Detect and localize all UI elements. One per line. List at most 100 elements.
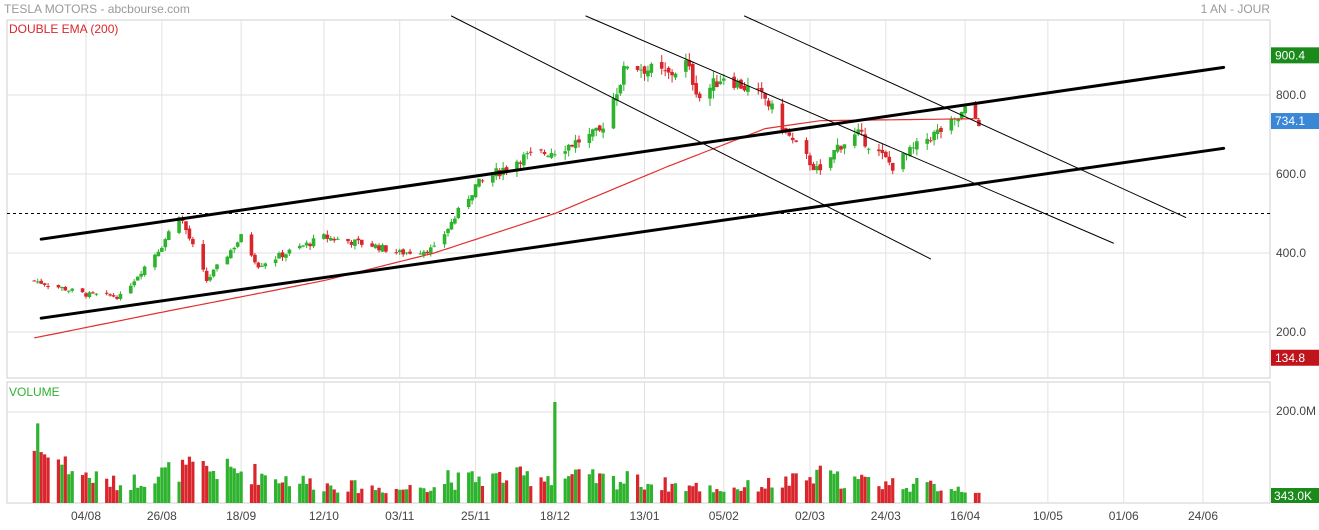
volume-bar [601,473,605,503]
volume-bar [215,478,219,503]
candle-body [84,293,88,297]
candle-body [201,244,206,270]
candle-body [56,285,61,288]
candle-body [432,245,437,247]
volume-bar [473,482,478,503]
candle-body [690,64,695,85]
candle-body [332,238,337,241]
volume-bar [405,489,409,503]
volume-bar [856,479,860,503]
candle-body [549,152,554,158]
volume-bar [973,492,978,503]
price-badge-bg [1271,47,1319,64]
indicator-label: DOUBLE EMA (200) [9,22,118,36]
volume-bar [401,489,405,503]
volume-bar [515,467,519,503]
x-axis: 04/08 26/08 18/09 12/10 03/11 25/11 18/12 13/01… [71,509,1218,523]
volume-last-badge-bg [1271,488,1319,503]
candle-body [353,239,357,246]
volume-bar [336,492,340,503]
candle-body [666,67,671,73]
volume-bar [449,482,454,503]
volume-bar [84,472,88,503]
volume-bar [529,486,533,503]
x-tick-label: 24/03 [871,509,901,523]
candle-body [542,151,547,155]
candle-body [208,276,212,281]
candle-body [373,244,378,249]
volume-bar [80,475,85,503]
chart-title: TESLA MOTORS - abcbourse.com [4,2,190,16]
x-tick-label: 25/11 [461,509,490,523]
candle-body [594,127,599,131]
volume-bar [904,488,909,503]
volume-bar [377,487,381,503]
candle-body [863,134,867,147]
volume-bar [239,471,243,503]
x-tick-label: 18/09 [226,509,256,523]
candle-body [260,265,264,267]
candle-body [166,231,171,240]
volume-bar [732,487,736,503]
candle-body [784,128,788,130]
volume-bar [280,482,285,503]
volume-bar [46,457,50,503]
candle-body [108,294,112,296]
price-badge-label: 734.1 [1275,114,1305,128]
candle-body [204,270,209,282]
candle-body [422,251,426,256]
volume-bar [422,488,426,503]
volume-bar [887,485,891,503]
volume-bar [518,466,522,503]
candle-body [956,118,961,122]
volume-bar [94,471,98,503]
volume-bar [398,489,402,503]
candle-body [63,286,68,291]
volume-bar [70,471,74,503]
volume-bar [915,477,919,503]
candle-body [804,140,809,154]
candle-body [642,66,647,74]
candle-body [480,180,485,182]
volume-bar [429,490,433,503]
candle-body [770,103,774,110]
down-trend-line [585,15,1114,244]
candle-body [80,288,85,293]
candle-body [284,254,288,258]
volume-bar [742,487,747,503]
volume-bar [842,488,847,503]
candle-body [115,296,119,299]
volume-bar [570,474,574,503]
candle-body [346,238,350,242]
volume-bar [756,491,760,503]
volume-bar [373,490,378,503]
volume-bar [663,477,667,503]
volume-bar [108,486,112,503]
channel-trend-line [39,65,1226,241]
candle-body [577,139,581,143]
candle-body [466,198,471,207]
candle-body [546,155,550,157]
volume-bar [611,475,616,503]
volume-bar [105,478,109,503]
volume-bar [418,487,423,503]
candle-body [360,239,364,245]
candle-body [384,245,388,252]
candle-body [553,154,557,156]
volume-bar [480,485,485,503]
candle-body [877,149,881,152]
volume-bar [356,493,360,503]
volume-bar [329,485,333,503]
volume-bar [670,483,674,503]
candle-body [528,151,533,153]
candle-body [949,119,954,131]
candle-body [601,128,605,133]
candle-body [790,137,795,141]
volume-bar [818,465,822,503]
volume-bar [787,485,791,503]
y-tick-label: 600.0 [1276,167,1306,181]
volume-bar [891,478,895,503]
candle-body [118,293,123,299]
volume-bar [118,485,123,503]
x-tick-label: 26/08 [147,509,177,523]
